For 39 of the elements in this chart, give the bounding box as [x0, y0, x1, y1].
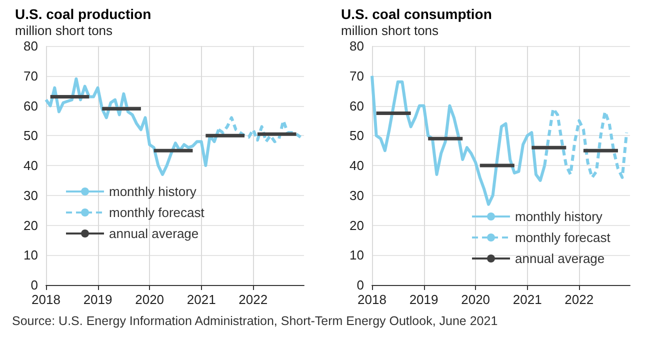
y-tick-label: 50: [350, 128, 364, 144]
x-tick-label: 2022: [564, 292, 594, 307]
chart-subtitle: million short tons: [15, 23, 114, 38]
legend-label: annual average: [515, 251, 605, 266]
chart-subtitle: million short tons: [341, 23, 440, 38]
x-tick-label: 2022: [238, 292, 268, 307]
y-tick-label: 10: [350, 248, 364, 263]
legend-label: monthly forecast: [515, 230, 611, 245]
legend-label: monthly history: [515, 209, 603, 224]
y-tick-label: 20: [24, 218, 38, 233]
y-tick-label: 60: [24, 98, 38, 114]
y-tick-label: 60: [350, 98, 364, 114]
y-tick-label: 40: [24, 158, 38, 173]
y-tick-label: 10: [24, 248, 38, 263]
x-tick-label: 2020: [135, 292, 164, 307]
y-tick-label: 70: [350, 68, 364, 84]
y-tick-label: 30: [350, 188, 364, 203]
legend-label: monthly forecast: [109, 205, 205, 220]
y-tick-label: 0: [30, 278, 38, 292]
legend-label: monthly history: [109, 184, 197, 199]
y-tick-label: 0: [356, 278, 364, 292]
x-tick-label: 2021: [512, 292, 542, 307]
legend-label: annual average: [109, 226, 199, 241]
x-tick-label: 2021: [186, 292, 216, 307]
y-tick-label: 30: [24, 188, 38, 203]
x-tick-label: 2020: [461, 292, 490, 307]
y-tick-label: 80: [24, 38, 38, 54]
chart-title: U.S. coal production: [15, 6, 152, 22]
y-tick-label: 70: [24, 68, 38, 84]
y-tick-label: 50: [24, 128, 38, 144]
y-tick-label: 20: [350, 218, 364, 233]
y-tick-label: 80: [350, 38, 364, 54]
x-tick-label: 2019: [83, 292, 112, 307]
x-tick-label: 2019: [409, 292, 438, 307]
chart-title: U.S. coal consumption: [341, 6, 492, 22]
y-tick-label: 40: [350, 158, 364, 173]
source-note: Source: U.S. Energy Information Administration, Short-Term Energy Outlook, June 2021: [12, 314, 498, 328]
x-tick-label: 2018: [358, 292, 386, 307]
x-tick-label: 2018: [32, 292, 60, 307]
